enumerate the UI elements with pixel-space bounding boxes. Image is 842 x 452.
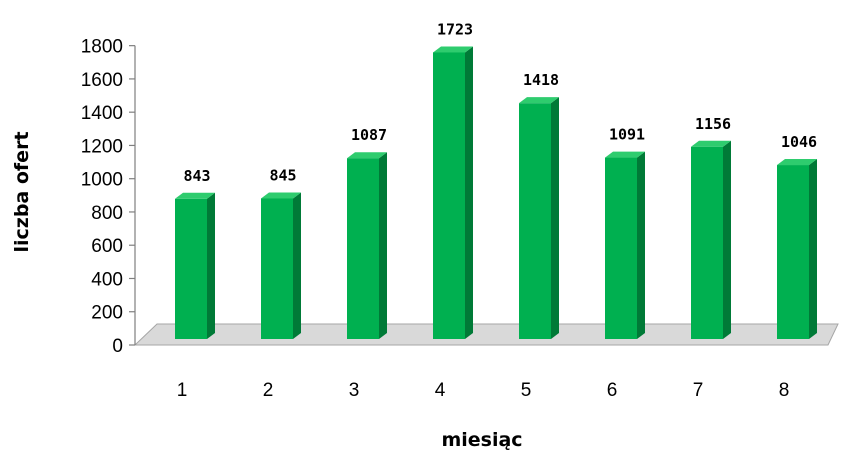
bar-front: [605, 157, 637, 339]
bar: [605, 151, 645, 339]
bar-side: [809, 159, 817, 339]
bar: [433, 46, 473, 340]
y-tick-label: 800: [91, 203, 123, 224]
data-labels: 843 845 1087 1723 1418 1091 1156 1046: [183, 20, 817, 184]
bar-front: [175, 198, 207, 339]
bars: [175, 46, 817, 340]
floor-plane: [133, 323, 839, 346]
bar-top: [519, 97, 559, 104]
bar-front: [433, 52, 465, 340]
bar-side: [551, 97, 559, 339]
x-tick-label: 4: [435, 380, 446, 401]
y-tick-label: 0: [112, 336, 123, 357]
bar-side: [207, 192, 215, 339]
x-tick-label: 5: [521, 380, 532, 401]
bar-side: [293, 192, 301, 339]
y-axis: 0 200 400 600 800 1000 1200 1400 1600 1800: [81, 37, 136, 357]
bar-front: [347, 158, 379, 339]
y-tick-label: 600: [91, 236, 123, 257]
y-tick-label: 1200: [81, 136, 123, 157]
bar: [691, 140, 731, 339]
y-tick-label: 200: [91, 303, 123, 324]
y-tick-label: 400: [91, 269, 123, 290]
x-tick-label: 1: [177, 380, 188, 401]
bar-front: [777, 165, 809, 339]
y-tick-label: 1800: [81, 37, 123, 58]
bar: [519, 97, 559, 339]
data-label: 1091: [609, 126, 645, 144]
bar-side: [379, 152, 387, 339]
bar-side: [637, 151, 645, 339]
bar: [777, 159, 817, 339]
bar-front: [691, 146, 723, 339]
bar-top: [691, 140, 731, 147]
chart-floor: [133, 323, 839, 346]
data-label: 843: [183, 167, 210, 185]
x-tick-label: 6: [607, 380, 618, 401]
bar-front: [261, 198, 293, 339]
bar-top: [777, 159, 817, 166]
data-label: 1087: [351, 126, 387, 144]
x-tick-label: 8: [779, 380, 790, 401]
bar-top: [433, 46, 473, 53]
bar-top: [261, 192, 301, 199]
data-label: 1418: [523, 71, 559, 89]
bar-front: [519, 103, 551, 339]
x-axis-title: miesiąc: [441, 429, 522, 451]
y-tick-label: 1600: [81, 70, 123, 91]
bar-top: [347, 152, 387, 159]
y-axis-title: liczba ofert: [11, 131, 33, 252]
x-tick-label: 3: [349, 380, 360, 401]
y-tick-label: 1000: [81, 170, 123, 191]
x-tick-label: 2: [263, 380, 274, 401]
y-tick-label: 1400: [81, 103, 123, 124]
bar-top: [175, 192, 215, 199]
x-axis-ticks: 1 2 3 4 5 6 7 8: [177, 380, 790, 401]
data-label: 1156: [695, 115, 731, 133]
data-label: 1046: [781, 133, 817, 151]
bar: [347, 152, 387, 339]
x-tick-label: 7: [693, 380, 704, 401]
bar-side: [723, 140, 731, 339]
bar-side: [465, 46, 473, 340]
bar: [175, 192, 215, 339]
data-label: 845: [269, 166, 296, 184]
data-label: 1723: [437, 20, 473, 38]
bar-top: [605, 151, 645, 158]
bar: [261, 192, 301, 339]
